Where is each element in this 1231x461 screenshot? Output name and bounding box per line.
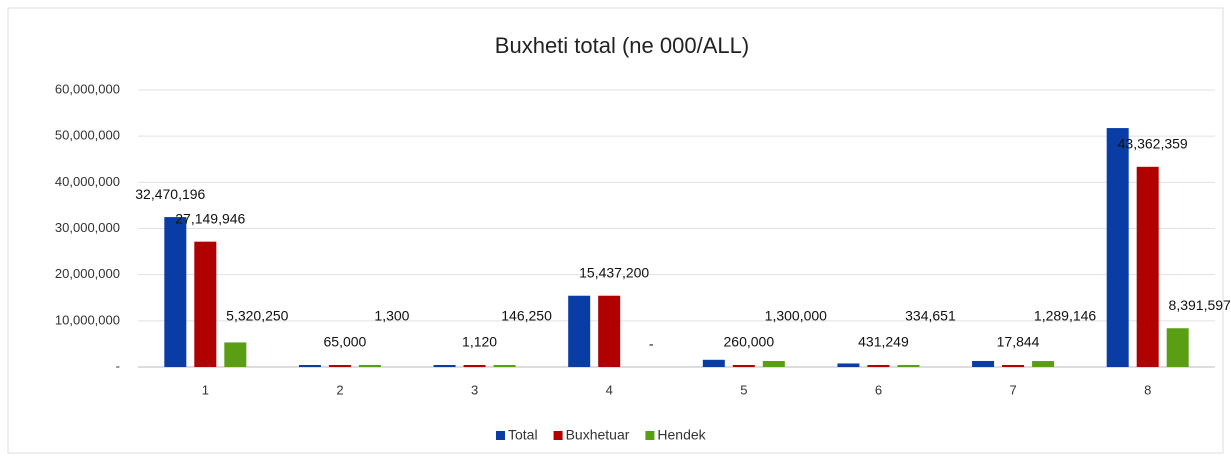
bar [732, 365, 755, 367]
bar [598, 295, 621, 367]
data-label: 1,300 [374, 308, 409, 324]
y-tick-label: 50,000,000 [55, 128, 120, 143]
legend-swatch [645, 431, 655, 440]
data-label: 5,320,250 [226, 308, 288, 324]
bar [463, 365, 486, 367]
y-tick-label: 60,000,000 [55, 81, 120, 96]
bar [972, 360, 995, 367]
chart-border [7, 7, 1224, 454]
legend-swatch [496, 431, 505, 440]
data-label: 1,120 [462, 334, 497, 350]
bar [837, 363, 860, 367]
data-label: 32,470,196 [135, 186, 205, 202]
legend-label: Hendek [657, 427, 706, 443]
data-label: 17,844 [997, 334, 1040, 350]
bar [1166, 328, 1189, 367]
y-tick-label: 30,000,000 [55, 220, 120, 235]
data-label: 1,289,146 [1034, 308, 1096, 324]
data-label: 260,000 [724, 334, 775, 350]
data-label: 146,250 [501, 308, 552, 324]
y-tick-label: - [116, 358, 120, 373]
data-label: 27,149,946 [175, 210, 245, 226]
y-tick-label: 20,000,000 [55, 266, 120, 281]
bar [328, 365, 351, 367]
bar [358, 365, 381, 367]
chart-title: Buxheti total (ne 000/ALL) [495, 33, 749, 58]
data-label: 15,437,200 [579, 264, 649, 280]
x-tick-label: 3 [471, 382, 478, 397]
data-label: 1,300,000 [765, 308, 827, 324]
bar [298, 365, 321, 367]
x-tick-label: 8 [1144, 382, 1151, 397]
data-label: - [649, 336, 654, 352]
x-tick-label: 7 [1009, 382, 1016, 397]
bar [867, 365, 890, 367]
bar [1032, 361, 1055, 367]
legend-label: Total [508, 427, 538, 443]
bar [1136, 166, 1159, 367]
bar [194, 241, 217, 367]
legend-label: Buxhetuar [566, 427, 630, 443]
data-label: 431,249 [858, 334, 909, 350]
legend-swatch [553, 431, 563, 440]
data-label: 43,362,359 [1118, 136, 1188, 152]
y-tick-label: 10,000,000 [55, 312, 120, 327]
x-tick-label: 2 [336, 382, 343, 397]
data-label: 65,000 [324, 334, 367, 350]
bar [702, 359, 725, 367]
y-tick-label: 40,000,000 [55, 174, 120, 189]
data-label: 334,651 [905, 308, 956, 324]
bar [433, 365, 456, 367]
x-tick-label: 4 [606, 382, 613, 397]
bar [164, 217, 187, 367]
bar [762, 360, 785, 367]
bar [1002, 365, 1025, 367]
bar [1106, 128, 1129, 367]
bar [897, 365, 920, 367]
x-tick-label: 6 [875, 382, 882, 397]
bar [568, 295, 591, 367]
bar [493, 365, 516, 367]
bar [224, 342, 247, 367]
x-tick-label: 5 [740, 382, 747, 397]
data-label: 8,391,597 [1169, 297, 1231, 313]
x-tick-label: 1 [202, 382, 209, 397]
